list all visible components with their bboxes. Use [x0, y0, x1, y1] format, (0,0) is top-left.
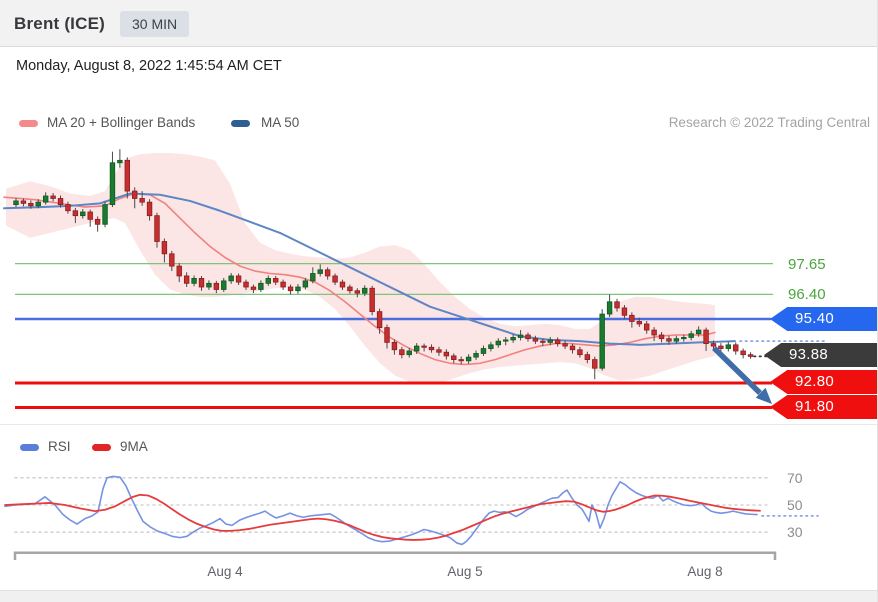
rsi-panel	[4, 475, 819, 546]
ma20-bollinger-swatch-icon	[19, 120, 38, 127]
bollinger-band-area	[6, 152, 715, 385]
pivot-price-tag: 95.40	[770, 307, 877, 331]
main-chart-legend: MA 20 + Bollinger Bands MA 50 Research ©…	[0, 112, 877, 136]
rsi-ma9-label: 9MA	[120, 439, 148, 454]
candles-layer	[13, 149, 754, 380]
chart-datetime: Monday, August 8, 2022 1:45:54 AM CET	[16, 58, 282, 74]
xaxis-bracket	[13, 551, 777, 560]
instrument-title: Brent (ICE)	[14, 14, 105, 33]
xaxis-label-aug8: Aug 8	[687, 564, 723, 579]
ma50-label: MA 50	[261, 115, 300, 130]
timeframe-badge[interactable]: 30 MIN	[120, 11, 190, 37]
research-credit: Research © 2022 Trading Central	[668, 115, 870, 130]
resistance1-price-label: 96.40	[788, 286, 826, 303]
last-price-tag: 93.88	[764, 343, 877, 367]
rsi-panel-divider	[0, 424, 877, 425]
header-bar: Brent (ICE) 30 MIN	[0, 0, 877, 47]
ma20-bollinger-label: MA 20 + Bollinger Bands	[47, 115, 196, 130]
rsi-ma9-swatch-icon	[92, 444, 111, 451]
datetime-bar: Monday, August 8, 2022 1:45:54 AM CET	[0, 47, 877, 85]
rsi-level-70-label: 70	[787, 470, 803, 486]
moving-averages	[3, 192, 736, 366]
xaxis-label-aug5: Aug 5	[447, 564, 483, 579]
support2-price-tag: 91.80	[770, 395, 877, 419]
support1-price-tag: 92.80	[770, 370, 877, 394]
rsi-legend: RSI 9MA	[0, 436, 400, 456]
rsi-swatch-icon	[20, 444, 39, 451]
ma50-swatch-icon	[231, 120, 250, 127]
rsi-label: RSI	[48, 439, 71, 454]
xaxis-label-aug4: Aug 4	[207, 564, 243, 579]
resistance2-price-label: 97.65	[788, 256, 826, 273]
price-level-lines	[15, 262, 773, 410]
bearish-arrow	[712, 346, 772, 404]
rsi-level-30-label: 30	[787, 524, 803, 540]
rsi-level-50-label: 50	[787, 497, 803, 513]
footer-strip	[0, 590, 877, 602]
